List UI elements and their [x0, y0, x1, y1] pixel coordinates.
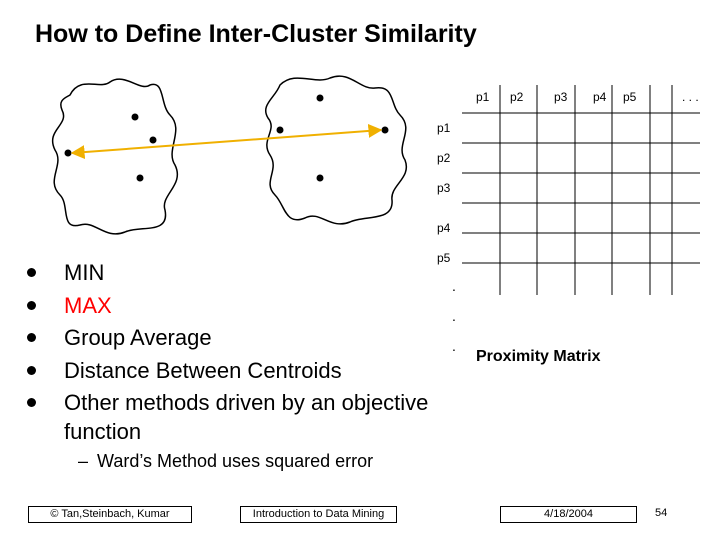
sub-bullet: Ward’s Method uses squared error — [97, 451, 374, 471]
matrix-grid — [462, 85, 700, 295]
row-label: p3 — [437, 181, 451, 195]
footer-left: © Tan,Steinbach, Kumar — [28, 506, 192, 523]
bullet-item: Other methods driven by an objective fun… — [64, 390, 429, 444]
bullet-item: Distance Between Centroids — [64, 357, 342, 383]
column-label: . . . — [682, 90, 699, 104]
row-dots: . — [452, 308, 456, 324]
matrix-caption: Proximity Matrix — [476, 348, 601, 365]
bullet-marker — [27, 268, 36, 277]
row-dots: . — [452, 278, 456, 294]
footer-date: 4/18/2004 — [500, 506, 637, 523]
column-label: p1 — [476, 90, 490, 104]
sub-bullet-marker: – — [78, 451, 89, 471]
column-label: p3 — [554, 90, 568, 104]
cluster-outline — [265, 75, 408, 225]
row-dots: . — [452, 338, 456, 354]
bullet-marker — [27, 300, 36, 310]
slide-title: How to Define Inter-Cluster Similarity — [35, 20, 477, 48]
distance-arrow — [70, 123, 383, 160]
page-number: 54 — [655, 507, 668, 519]
cluster-outline — [52, 78, 178, 235]
row-label: p2 — [437, 151, 451, 165]
bullet-marker — [27, 333, 36, 342]
footer-center: Introduction to Data Mining — [240, 506, 397, 523]
bullet-marker — [27, 398, 36, 407]
points — [64, 94, 389, 182]
row-label: p1 — [437, 121, 451, 135]
column-label: p5 — [623, 90, 637, 104]
bullet-item: MIN — [64, 260, 105, 285]
row-label: p5 — [437, 251, 451, 265]
column-label: p2 — [510, 90, 524, 104]
diagram — [52, 75, 700, 295]
bullet-item: Group Average — [64, 325, 212, 350]
bullet-item: MAX — [64, 292, 112, 318]
row-label: p4 — [437, 221, 451, 235]
column-label: p4 — [593, 90, 607, 104]
bullet-marker — [27, 365, 36, 375]
